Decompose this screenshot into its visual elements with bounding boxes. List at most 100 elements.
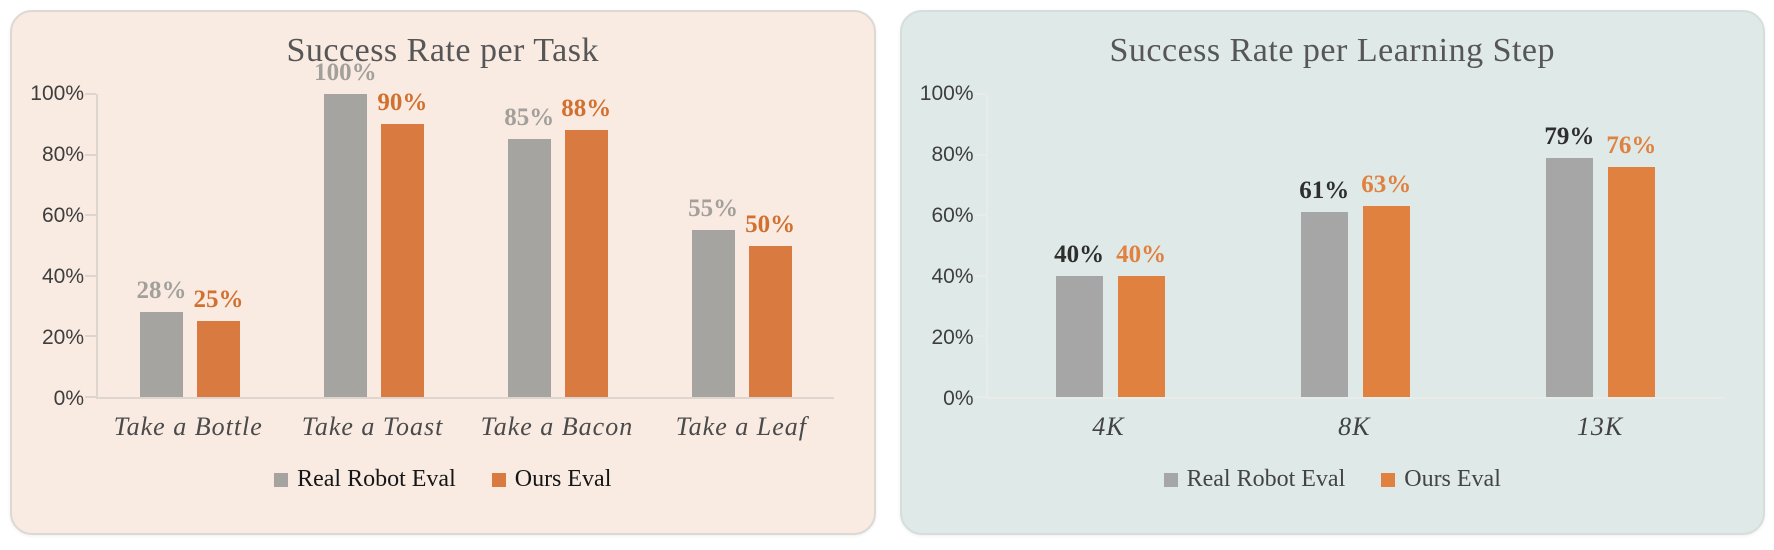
bar-wrapper: 28% bbox=[136, 94, 186, 397]
y-tick-mark bbox=[974, 214, 986, 217]
bar-group: 79% 76% bbox=[1478, 94, 1723, 397]
bar bbox=[691, 230, 735, 397]
y-tick-label: 0% bbox=[943, 387, 974, 410]
y-tick-label: 40% bbox=[931, 265, 974, 288]
legend-swatch bbox=[1381, 472, 1396, 487]
bar-wrapper: 25% bbox=[193, 94, 243, 397]
x-category-label: Take a Bacon bbox=[480, 412, 634, 441]
y-tick-mark bbox=[974, 93, 986, 95]
bar-group: 61% 63% bbox=[1233, 94, 1478, 397]
plot-area: 28% 25% 100% 90% 85% 88% 55% 50% bbox=[85, 59, 834, 399]
bar-value-label: 63% bbox=[1361, 171, 1412, 199]
bar-wrapper: 88% bbox=[561, 94, 611, 397]
chart-title: Success Rate per Learning Step bbox=[1109, 32, 1556, 69]
legend-label: Ours Eval bbox=[514, 466, 612, 492]
bar-wrapper: 55% bbox=[688, 94, 738, 397]
bar-wrapper: 76% bbox=[1606, 94, 1657, 397]
chart-body: 100% 80% 60% 40% 20% 0% 40% 40% 61% 63% 79% 76% 4K… bbox=[902, 82, 1764, 442]
y-tick-label: 20% bbox=[41, 326, 84, 349]
y-tick-mark bbox=[974, 335, 986, 338]
bar-group: 100% 90% bbox=[282, 59, 466, 397]
legend-label: Real Robot Eval bbox=[1186, 466, 1346, 492]
y-tick-mark bbox=[85, 214, 96, 217]
bar-value-label: 100% bbox=[314, 59, 377, 86]
legend-item: Real Robot Eval bbox=[274, 466, 456, 493]
legend-label: Ours Eval bbox=[1404, 466, 1501, 492]
bar bbox=[1300, 212, 1348, 397]
bar-value-label: 40% bbox=[1054, 240, 1105, 268]
chart-title: Success Rate per Task bbox=[286, 32, 599, 69]
bar bbox=[323, 94, 367, 397]
y-tick-mark bbox=[974, 153, 986, 156]
x-category-label: 13K bbox=[1576, 412, 1624, 441]
y-tick-mark bbox=[85, 396, 96, 398]
y-tick-label: 0% bbox=[53, 387, 84, 410]
x-axis-labels: 4K 8K 13K bbox=[986, 412, 1724, 442]
bar-value-label: 28% bbox=[136, 277, 187, 305]
bar bbox=[1117, 275, 1165, 397]
chart-card-success-rate-per-task: Success Rate per Task 100% 80% 60% 40% 20% 0%… bbox=[10, 10, 876, 535]
bar-value-label: 55% bbox=[688, 195, 739, 223]
bar-value-label: 50% bbox=[745, 210, 796, 238]
bar-wrapper: 79% bbox=[1544, 94, 1595, 397]
plot-column: 28% 25% 100% 90% 85% 88% 55% 50% Take a Bottle T… bbox=[85, 59, 834, 442]
legend-swatch bbox=[1163, 472, 1178, 487]
y-tick-mark bbox=[974, 396, 986, 398]
plot-column: 40% 40% 61% 63% 79% 76% 4K 8K 13K bbox=[974, 93, 1724, 442]
chart-card-success-rate-per-learning-step: Success Rate per Learning Step 100% 80% 60… bbox=[899, 10, 1765, 535]
y-axis: 100% 80% 60% 40% 20% 0% bbox=[30, 82, 96, 410]
bar bbox=[1607, 166, 1655, 397]
y-tick-label: 60% bbox=[41, 204, 84, 227]
y-tick-label: 80% bbox=[41, 143, 84, 166]
bar-wrapper: 50% bbox=[745, 94, 795, 397]
bar-value-label: 85% bbox=[504, 104, 555, 132]
bar-group: 55% 50% bbox=[650, 94, 834, 397]
bar bbox=[139, 312, 183, 397]
y-tick-mark bbox=[85, 274, 96, 277]
x-category-label: 8K bbox=[1338, 412, 1371, 441]
bar-groups: 40% 40% 61% 63% 79% 76% bbox=[988, 94, 1724, 397]
y-tick-label: 100% bbox=[919, 82, 974, 105]
bar-value-label: 90% bbox=[377, 89, 428, 117]
x-category-label: Take a Bottle bbox=[113, 412, 263, 441]
bar-value-label: 76% bbox=[1606, 131, 1657, 159]
legend-swatch bbox=[491, 472, 506, 487]
x-axis-labels: Take a Bottle Take a Toast Take a Bacon Tak… bbox=[96, 412, 834, 442]
x-category-label: Take a Leaf bbox=[675, 412, 807, 441]
bar bbox=[748, 245, 792, 397]
chart-body: 100% 80% 60% 40% 20% 0% 28% 25% 100% 90% 85% 88% 55… bbox=[12, 59, 874, 442]
x-category-label: Take a Toast bbox=[301, 412, 444, 441]
bar-value-label: 88% bbox=[561, 95, 612, 123]
legend-item: Ours Eval bbox=[1381, 466, 1501, 493]
legend-label: Real Robot Eval bbox=[297, 466, 456, 492]
legend-item: Real Robot Eval bbox=[1163, 466, 1346, 493]
bar-wrapper: 40% bbox=[1116, 94, 1167, 397]
bar bbox=[564, 130, 608, 397]
bar-wrapper: 63% bbox=[1361, 94, 1412, 397]
y-tick-mark bbox=[85, 335, 96, 338]
bar-group: 40% 40% bbox=[988, 94, 1233, 397]
bar bbox=[1362, 206, 1410, 397]
y-tick-mark bbox=[974, 274, 986, 277]
y-tick-label: 80% bbox=[931, 143, 974, 166]
bar-value-label: 40% bbox=[1116, 240, 1167, 268]
bar-group: 85% 88% bbox=[466, 94, 650, 397]
bar-wrapper: 100% bbox=[314, 59, 377, 397]
bar-wrapper: 85% bbox=[504, 94, 554, 397]
y-tick-mark bbox=[85, 153, 96, 156]
bar-value-label: 79% bbox=[1544, 122, 1595, 150]
y-tick-label: 20% bbox=[931, 326, 974, 349]
bar-value-label: 61% bbox=[1299, 177, 1350, 205]
legend: Real Robot Eval Ours Eval bbox=[12, 466, 874, 493]
bar-wrapper: 61% bbox=[1299, 94, 1350, 397]
bar-groups: 28% 25% 100% 90% 85% 88% 55% 50% bbox=[98, 59, 834, 397]
bar-group: 28% 25% bbox=[98, 94, 282, 397]
bar-wrapper: 90% bbox=[377, 89, 427, 397]
y-tick-label: 60% bbox=[931, 204, 974, 227]
bar bbox=[380, 124, 424, 397]
legend: Real Robot Eval Ours Eval bbox=[902, 466, 1764, 493]
bar bbox=[507, 139, 551, 397]
bar-value-label: 25% bbox=[193, 286, 244, 314]
bar bbox=[1055, 275, 1103, 397]
